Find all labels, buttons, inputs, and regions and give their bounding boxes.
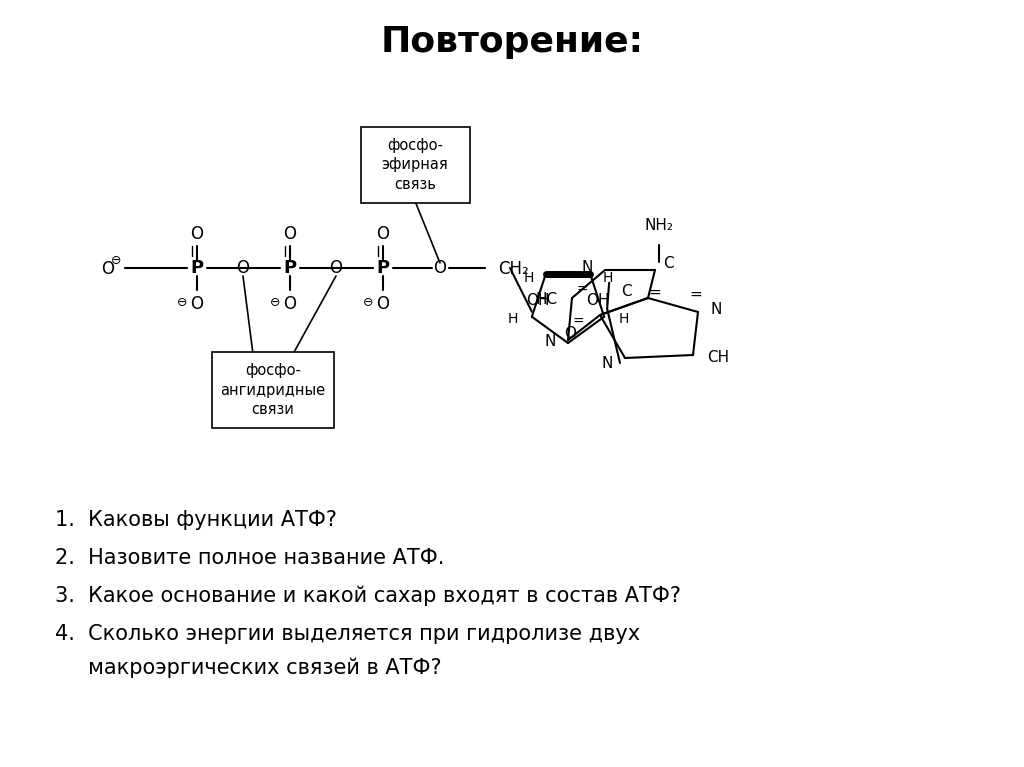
Text: O: O <box>190 225 204 243</box>
Text: 3.  Какое основание и какой сахар входят в состав АТФ?: 3. Какое основание и какой сахар входят … <box>55 586 681 607</box>
Text: H: H <box>602 272 612 285</box>
Text: фосфо-
ангидридные
связи: фосфо- ангидридные связи <box>220 364 326 416</box>
Text: фосфо-
эфирная
связь: фосфо- эфирная связь <box>382 138 449 192</box>
Text: =: = <box>572 315 584 329</box>
Text: H: H <box>618 311 629 326</box>
Text: C: C <box>663 256 674 272</box>
Text: C: C <box>621 285 632 299</box>
Text: ⊖: ⊖ <box>269 297 280 310</box>
Text: O: O <box>330 259 342 277</box>
Text: H: H <box>508 311 518 326</box>
Text: N: N <box>710 302 721 318</box>
Text: N: N <box>545 334 556 350</box>
Text: 4.  Сколько энергии выделяется при гидролизе двух: 4. Сколько энергии выделяется при гидрол… <box>55 624 640 644</box>
Text: 2.  Назовите полное название АТФ.: 2. Назовите полное название АТФ. <box>55 548 444 568</box>
FancyBboxPatch shape <box>212 352 334 428</box>
Text: P: P <box>190 259 204 277</box>
Text: макроэргических связей в АТФ?: макроэргических связей в АТФ? <box>55 658 441 679</box>
Text: =: = <box>648 285 662 299</box>
Text: ⊖: ⊖ <box>176 297 187 310</box>
Text: H: H <box>523 272 534 285</box>
Text: O: O <box>433 259 446 277</box>
Text: CH: CH <box>707 350 729 364</box>
Text: =: = <box>577 283 588 297</box>
FancyBboxPatch shape <box>360 127 469 203</box>
Text: O: O <box>284 225 297 243</box>
Text: NH₂: NH₂ <box>644 218 674 232</box>
Text: O: O <box>101 260 115 278</box>
Text: N: N <box>602 355 613 370</box>
Text: O: O <box>284 295 297 313</box>
Text: HC: HC <box>536 292 558 308</box>
Text: O: O <box>564 325 575 341</box>
Text: =: = <box>689 287 702 301</box>
Text: O: O <box>237 259 250 277</box>
Text: CH₂: CH₂ <box>498 260 528 278</box>
Text: P: P <box>377 259 389 277</box>
Text: OH: OH <box>526 293 550 308</box>
Text: ⊖: ⊖ <box>362 297 373 310</box>
Text: Повторение:: Повторение: <box>381 25 643 59</box>
Text: P: P <box>284 259 297 277</box>
Text: 1.  Каковы функции АТФ?: 1. Каковы функции АТФ? <box>55 510 337 530</box>
Text: O: O <box>190 295 204 313</box>
Text: OH: OH <box>587 293 610 308</box>
Text: O: O <box>377 225 389 243</box>
Text: O: O <box>377 295 389 313</box>
Text: ⊖: ⊖ <box>111 254 121 266</box>
Text: N: N <box>582 261 593 275</box>
